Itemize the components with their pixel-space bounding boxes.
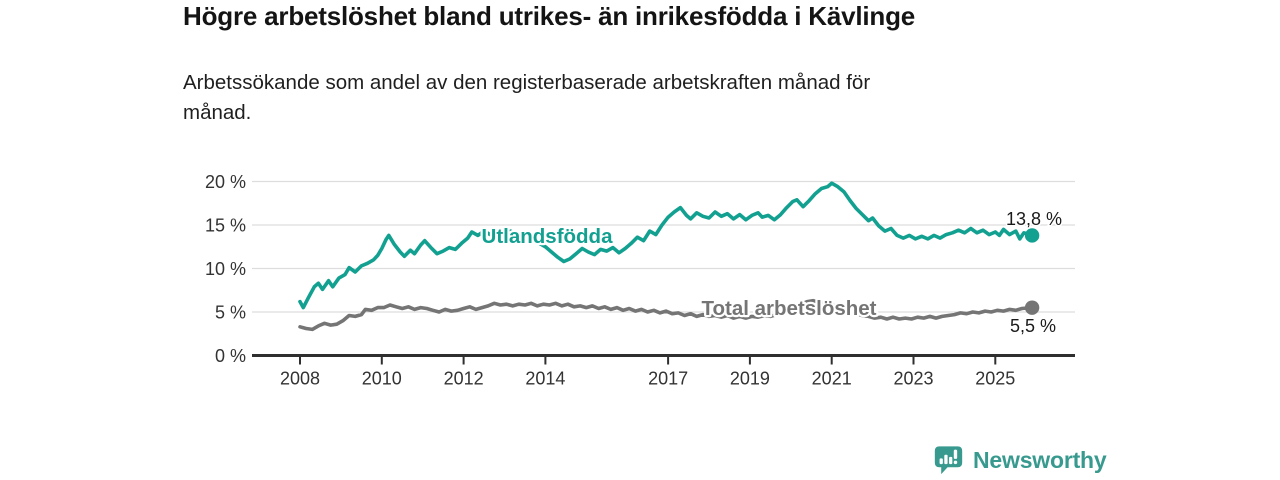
series-line-utlandsfodda (298, 181, 1034, 310)
chart-title: Högre arbetslöshet bland utrikes- än inr… (183, 1, 916, 31)
series-label-utlandsfodda: Utlandsfödda (482, 225, 614, 248)
x-tick-label: 2025 (975, 369, 1015, 389)
x-tick-label: 2021 (812, 369, 852, 389)
series-end-dot-utlandsfodda (1024, 228, 1040, 243)
y-tick-label: 5 % (215, 303, 246, 323)
newsworthy-logo: Newsworthy (933, 443, 1107, 477)
series-end-label-utlandsfodda: 13,8 % (1006, 209, 1062, 229)
series-end-label-total: 5,5 % (1010, 316, 1056, 336)
y-tick-label: 0 % (215, 346, 246, 366)
newsworthy-bubble-chart-icon (934, 446, 963, 475)
y-tick-label: 20 % (205, 172, 246, 192)
x-tick-label: 2010 (362, 369, 402, 389)
x-tick-label: 2023 (893, 369, 933, 389)
series-line-total (298, 298, 1034, 332)
x-tick-label: 2017 (648, 369, 688, 389)
y-tick-label: 10 % (205, 259, 246, 279)
series-end-dot-total (1024, 300, 1040, 315)
y-tick-label: 15 % (205, 216, 246, 236)
x-tick-label: 2014 (525, 369, 565, 389)
x-tick-label: 2008 (280, 369, 320, 389)
series-label-total: Total arbetslöshet (701, 297, 876, 320)
x-tick-label: 2012 (444, 369, 484, 389)
x-tick-label: 2019 (730, 369, 770, 389)
chart-subtitle: Arbetssökande som andel av den registerb… (183, 71, 871, 124)
newsworthy-wordmark: Newsworthy (973, 446, 1107, 473)
